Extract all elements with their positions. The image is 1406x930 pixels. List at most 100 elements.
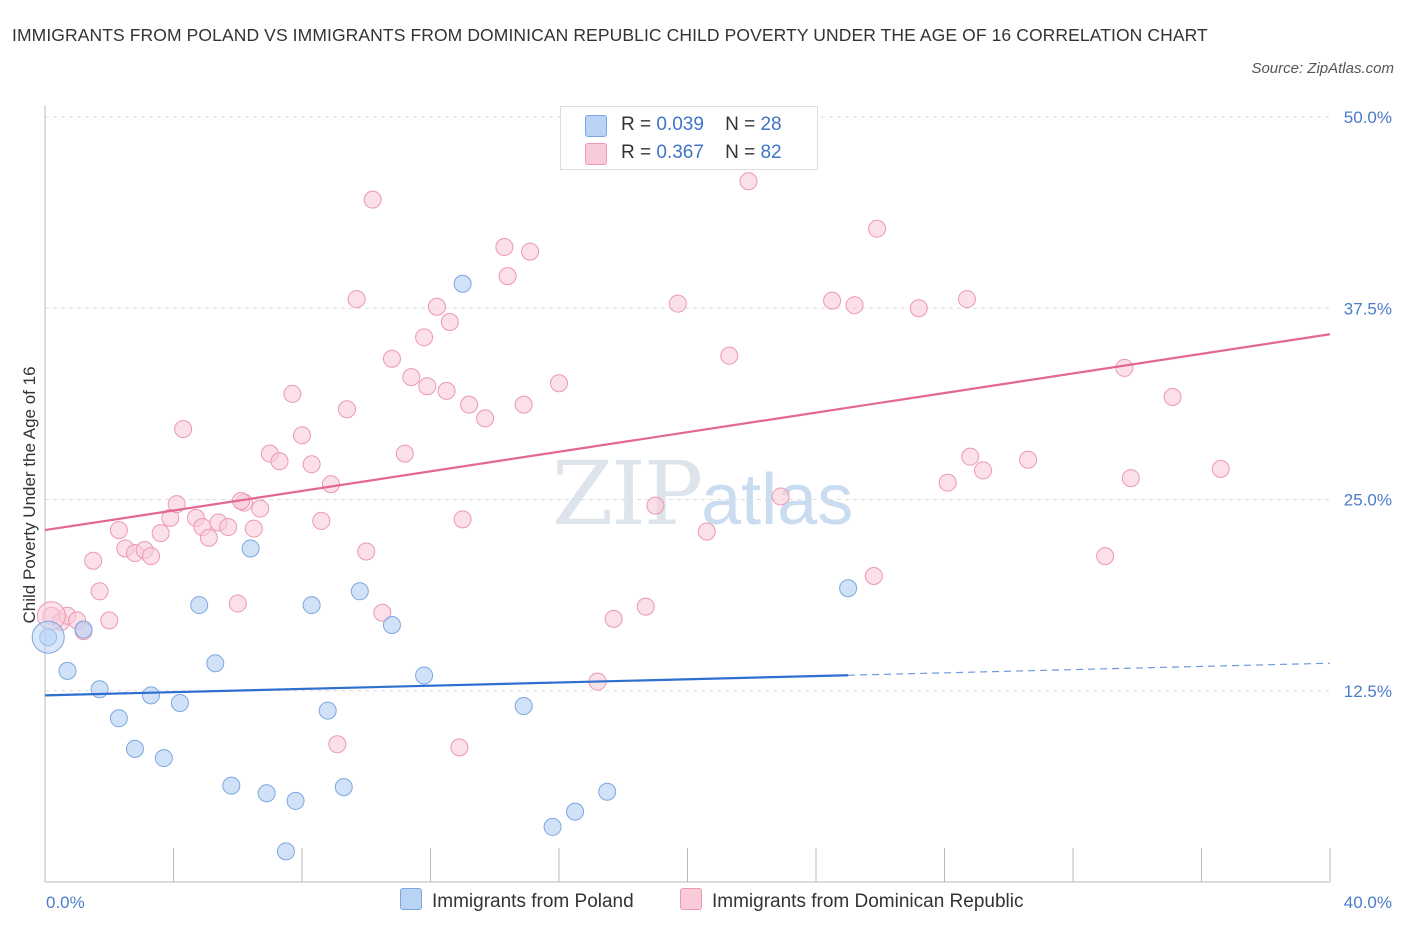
dominican-republic-point [1121, 469, 1140, 488]
dominican-republic-point [938, 473, 957, 492]
dominican-republic-point [174, 420, 193, 439]
bottom-legend-label: Immigrants from Dominican Republic [712, 891, 1024, 912]
dominican-republic-point [868, 219, 887, 238]
dominican-republic-point [199, 528, 218, 547]
watermark: ZIPatlas [552, 442, 853, 545]
legend-n-label: N = [725, 142, 756, 163]
poland-point [598, 782, 617, 801]
dominican-republic-point [151, 524, 170, 543]
dominican-republic-point [961, 447, 980, 466]
dominican-republic-point [460, 395, 479, 414]
poland-point [566, 802, 585, 821]
dominican-republic-point [219, 518, 238, 537]
dominican-republic-point [228, 594, 247, 613]
dominican-republic-point [270, 452, 289, 471]
legend-n-label: N = [725, 114, 756, 135]
dominican-republic-point [244, 519, 263, 538]
dominican-republic-point [1019, 450, 1038, 469]
dominican-republic-point [321, 475, 340, 494]
poland-point [415, 666, 434, 685]
dominican-republic-point [84, 551, 103, 570]
poland-point [109, 709, 128, 728]
poland-point [58, 661, 77, 680]
dominican-republic-trend-line [44, 333, 1331, 532]
bottom-legend-dominican-republic: Immigrants from Dominican Republic [680, 888, 1024, 913]
dominican-republic-point [909, 299, 928, 318]
dominican-republic-point [337, 400, 356, 419]
dominican-republic-point [293, 426, 311, 445]
correlation-legend: R = 0.039 N = 28 R = 0.367 N = 82 [560, 106, 818, 170]
poland-point [31, 620, 65, 654]
poland-point [286, 791, 305, 810]
poland-point [302, 596, 321, 615]
dominican-republic-point [453, 510, 472, 529]
dominican-republic-point [251, 499, 270, 518]
poland-point [334, 778, 353, 797]
dominican-republic-point [142, 547, 161, 566]
poland-point [839, 579, 858, 598]
poland-point [241, 539, 260, 558]
x-tick-label: 40.0% [1344, 893, 1392, 912]
dominican-republic-point [668, 294, 687, 313]
dominican-republic-point [604, 609, 623, 628]
dominican-republic-point [402, 368, 421, 387]
y-tick-label: 25.0% [1344, 491, 1392, 510]
axis-labels: 12.5% 25.0% 37.5% 50.0% 0.0% 40.0% Child Pover… [20, 108, 1392, 912]
bottom-legend-poland: Immigrants from Poland [400, 888, 634, 913]
dominican-republic-point [90, 582, 109, 601]
poland-point [318, 701, 337, 720]
dominican-republic-point [823, 291, 842, 310]
poland-point [190, 596, 209, 615]
dominican-republic-point [845, 296, 864, 315]
dominican-republic-point [495, 238, 514, 257]
poland-points [31, 274, 858, 861]
dominican-republic-point [1115, 358, 1134, 377]
watermark-zip: ZIP [552, 442, 703, 545]
poland-point [453, 274, 472, 293]
poland-point [74, 620, 93, 639]
y-tick-label: 12.5% [1344, 682, 1392, 701]
dominican-republic-point [720, 346, 739, 365]
y-axis-label: Child Poverty Under the Age of 16 [20, 366, 39, 623]
poland-point [382, 615, 401, 634]
dominican-republic-swatch [585, 143, 607, 165]
legend-r-value: 0.367 [656, 142, 704, 163]
poland-point [257, 784, 276, 803]
dominican-republic-point [100, 611, 119, 630]
poland-trend-line [44, 674, 849, 697]
poland-legend-swatch [400, 888, 422, 910]
dominican-republic-point [646, 496, 665, 515]
dominican-republic-point [328, 735, 347, 754]
dominican-republic-point [440, 313, 459, 332]
poland-swatch [585, 115, 607, 137]
poland-point [142, 686, 161, 705]
dominican-republic-point [415, 328, 434, 347]
dominican-republic-point [427, 297, 446, 316]
bottom-legend-label: Immigrants from Poland [432, 891, 634, 912]
dominican-republic-point [347, 290, 366, 309]
trend-lines [44, 333, 1331, 697]
dominican-republic-point [1096, 547, 1115, 566]
poland-point [222, 776, 241, 795]
dominican-republic-point [864, 567, 883, 585]
dominican-republic-point [450, 738, 469, 757]
poland-point [350, 582, 369, 601]
poland-point [276, 842, 295, 861]
dominican-republic-point [636, 597, 655, 616]
dominican-republic-point [974, 461, 993, 480]
poland-point [514, 697, 533, 716]
dominican-republic-point [1163, 387, 1182, 406]
dominican-republic-point [739, 172, 758, 191]
dominican-republic-point [418, 377, 437, 396]
dominican-republic-point [302, 455, 321, 474]
dominican-republic-point [437, 381, 456, 400]
dominican-republic-point [395, 444, 414, 463]
dominican-republic-point [1211, 459, 1230, 478]
dominican-republic-point [382, 349, 401, 368]
x-tick-label: 0.0% [46, 893, 85, 912]
dominican-republic-point [283, 384, 302, 403]
dominican-republic-point [373, 603, 392, 622]
axes [44, 105, 1331, 883]
y-tick-label: 37.5% [1344, 299, 1392, 318]
poland-point [125, 739, 144, 758]
